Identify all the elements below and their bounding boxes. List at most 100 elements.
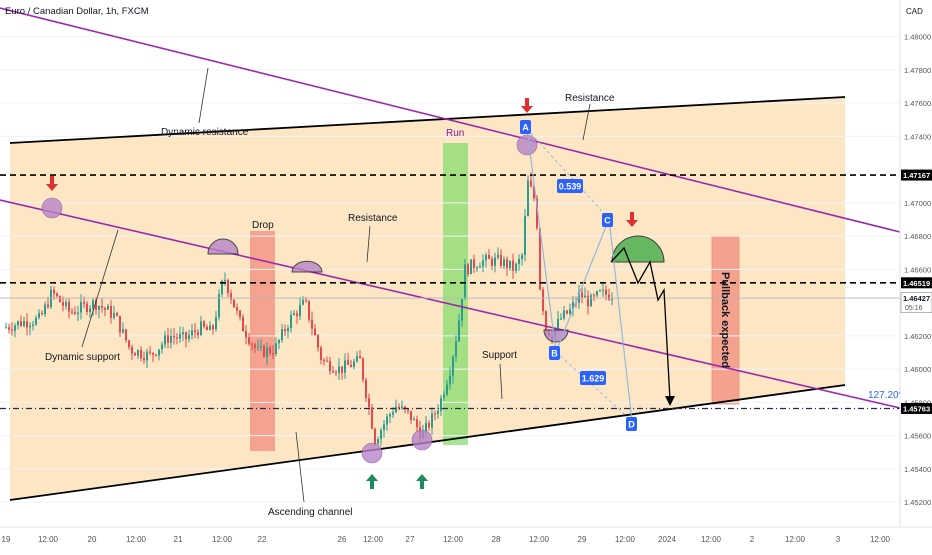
candle-body bbox=[281, 329, 283, 341]
candle-body bbox=[602, 289, 604, 291]
candle-body bbox=[323, 359, 325, 361]
candle-body bbox=[215, 317, 217, 330]
candle-body bbox=[161, 344, 163, 350]
ratio-label-text: 1.629 bbox=[582, 374, 605, 384]
candle-body bbox=[101, 306, 103, 308]
pivot-circle bbox=[516, 134, 538, 156]
candle-body bbox=[62, 302, 64, 306]
pattern-label-text: C bbox=[604, 216, 611, 226]
candle-body bbox=[368, 397, 370, 408]
candle-body bbox=[320, 347, 322, 360]
candle-body bbox=[248, 337, 250, 344]
channel-upper-line bbox=[9, 96, 846, 144]
x-tick-label: 19 bbox=[2, 535, 11, 544]
candle-body bbox=[188, 335, 190, 340]
candle-body bbox=[302, 299, 304, 305]
y-tick-label: 1.46000 bbox=[904, 365, 931, 374]
resistance-label: Resistance bbox=[565, 93, 615, 104]
drop-label: Drop bbox=[252, 220, 274, 231]
candle-body bbox=[296, 313, 298, 317]
y-tick-label: 1.48000 bbox=[904, 33, 931, 42]
candle-body bbox=[143, 357, 145, 361]
candle-body bbox=[347, 360, 349, 365]
candle-body bbox=[275, 343, 277, 355]
candle-body bbox=[467, 264, 469, 275]
candle-body bbox=[113, 313, 115, 318]
candle-body bbox=[98, 306, 100, 310]
pattern-label-text: A bbox=[522, 123, 529, 133]
candle-body bbox=[107, 305, 109, 310]
candle-body bbox=[365, 379, 367, 398]
candle-body bbox=[170, 336, 172, 343]
pointer-line bbox=[366, 225, 371, 263]
candle-body bbox=[218, 294, 220, 318]
candle-body bbox=[242, 317, 244, 332]
price-marker-label: 1.46427 bbox=[903, 294, 930, 303]
candle-body bbox=[56, 293, 58, 297]
candle-body bbox=[155, 354, 157, 356]
candle-body bbox=[407, 409, 409, 411]
candle-body bbox=[362, 358, 364, 380]
candle-body bbox=[233, 299, 235, 308]
price-marker bbox=[901, 277, 932, 289]
candle-body bbox=[479, 266, 481, 268]
pattern-label-d bbox=[626, 417, 637, 431]
time-axis[interactable] bbox=[0, 527, 932, 550]
candle-body bbox=[356, 356, 358, 362]
price-marker-label: 1.45763 bbox=[903, 404, 930, 413]
pattern-label-a bbox=[520, 120, 531, 134]
candle-body bbox=[131, 347, 133, 354]
dome-marker bbox=[543, 329, 569, 343]
candle-body bbox=[269, 347, 271, 354]
chart-title: Euro / Canadian Dollar, 1h, FXCM bbox=[5, 6, 149, 17]
candle-body bbox=[341, 366, 343, 373]
candle-body bbox=[572, 302, 574, 310]
resistance-label: Resistance bbox=[348, 213, 398, 224]
y-tick-label: 1.45200 bbox=[904, 498, 931, 507]
candle-body bbox=[71, 311, 73, 313]
candle-body bbox=[203, 321, 205, 327]
price-marker bbox=[901, 169, 932, 181]
candle-body bbox=[437, 410, 439, 414]
candle-body bbox=[374, 428, 376, 444]
candle-body bbox=[134, 353, 136, 356]
candle-body bbox=[599, 290, 601, 292]
candle-body bbox=[389, 414, 391, 417]
down-arrow-icon bbox=[521, 106, 533, 113]
pattern-label-c bbox=[602, 213, 613, 227]
candle-body bbox=[86, 303, 88, 313]
candle-body bbox=[569, 309, 571, 314]
candle-body bbox=[458, 320, 460, 342]
pattern-label-b bbox=[549, 346, 560, 360]
candle-body bbox=[425, 422, 427, 432]
y-tick-label: 1.45600 bbox=[904, 432, 931, 441]
candle-body bbox=[500, 254, 502, 266]
candle-body bbox=[110, 305, 112, 318]
candle-body bbox=[491, 258, 493, 266]
candle-body bbox=[527, 180, 529, 217]
green-dome-marker bbox=[611, 235, 665, 263]
candle-body bbox=[392, 412, 394, 415]
pivot-circle bbox=[41, 197, 63, 219]
pattern-label-text: B bbox=[551, 349, 558, 359]
pattern-leg bbox=[555, 218, 610, 353]
candle-body bbox=[431, 413, 433, 428]
x-tick-label: 21 bbox=[174, 535, 183, 544]
fib-label: 127.20% bbox=[868, 390, 908, 401]
candle-body bbox=[167, 335, 169, 343]
candle-body bbox=[398, 406, 400, 409]
candle-body bbox=[557, 318, 559, 330]
x-tick-label: 12:00 bbox=[870, 535, 891, 544]
candle-body bbox=[221, 280, 223, 295]
candle-body bbox=[449, 375, 451, 385]
candle-body bbox=[116, 313, 118, 316]
up-arrow-icon bbox=[420, 480, 424, 489]
candle-body bbox=[533, 186, 535, 199]
candle-body bbox=[191, 330, 193, 336]
candle-body bbox=[260, 345, 262, 348]
x-tick-label: 12:00 bbox=[38, 535, 59, 544]
candle-body bbox=[290, 314, 292, 329]
price-axis[interactable] bbox=[900, 0, 932, 550]
